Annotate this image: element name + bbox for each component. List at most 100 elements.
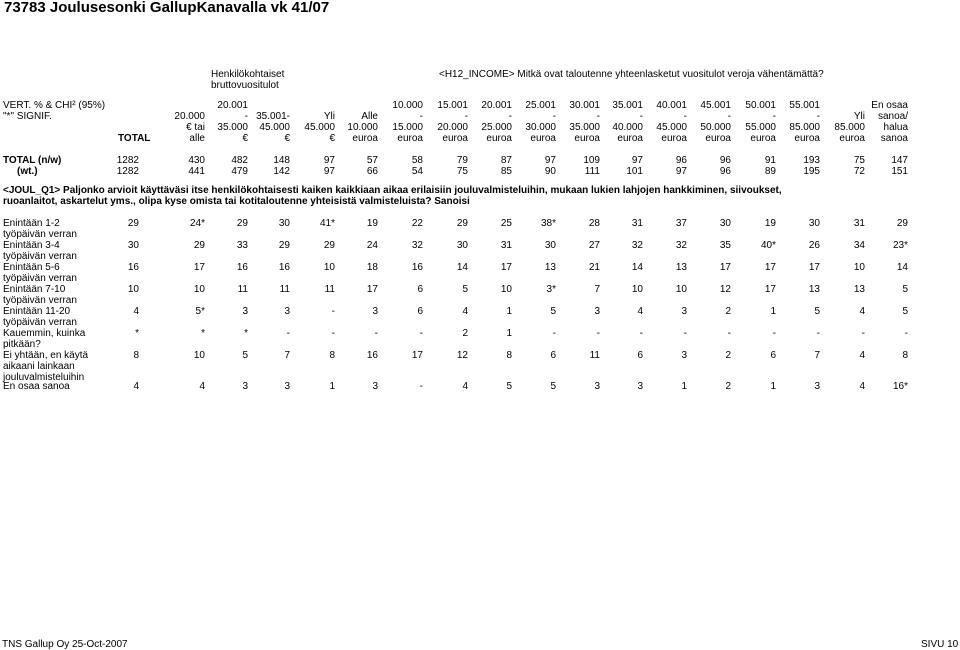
totals-cell: 66 (366, 166, 378, 177)
column-header-r3-c6: 15.000 (392, 122, 423, 133)
column-header-r2-c10: - (596, 111, 600, 122)
totals-cell: 441 (188, 166, 205, 177)
totals-cell: 54 (411, 166, 423, 177)
table-cell: 23* (892, 240, 908, 251)
table-cell: 5 (814, 306, 820, 317)
table-cell: 5 (550, 381, 556, 392)
table-cell: 37 (675, 218, 687, 229)
table-cell: 5 (902, 284, 908, 295)
totals-cell: 97 (544, 155, 556, 166)
footer-page-number: SIVU 10 (921, 639, 959, 650)
table-cell: 25 (500, 218, 512, 229)
totals-cell: 90 (544, 166, 556, 177)
table-cell: 29 (193, 240, 205, 251)
table-cell: - (639, 328, 643, 339)
page-title: 73783 Joulusesonki GallupKanavalla vk 41… (4, 0, 330, 16)
totals-cell: 111 (584, 166, 600, 177)
table-cell: 41* (319, 218, 335, 229)
question-line-2: ruoanlaitot, askartelut yms., olipa kyse… (3, 196, 470, 207)
question-line-1: <JOUL_Q1> Paljonko arvioit käyttäväsi it… (3, 185, 782, 196)
table-cell: 4 (859, 306, 865, 317)
column-header-r1-c2: 20.001 (217, 100, 248, 111)
table-cell: 31 (500, 240, 512, 251)
table-cell: 13 (544, 262, 556, 273)
table-cell: 34 (853, 240, 865, 251)
table-cell: 2 (462, 328, 468, 339)
table-cell: 10 (631, 284, 643, 295)
table-cell: 5 (462, 284, 468, 295)
table-cell: 7 (814, 350, 820, 361)
table-cell: 2 (725, 350, 731, 361)
column-header-r2-c9: - (552, 111, 556, 122)
totals-cell: 96 (719, 166, 731, 177)
table-cell: 29 (278, 240, 290, 251)
row-label-line: jouluvalmisteluihin (3, 372, 85, 383)
table-cell: 29 (456, 218, 468, 229)
totals-cell: 1282 (116, 166, 139, 177)
row-label: Enintään 3-4 työpäivän verran (3, 240, 77, 262)
table-cell: 3 (594, 381, 600, 392)
column-header-r4-c3: € (284, 133, 290, 144)
column-header-r2-c15: - (816, 111, 820, 122)
totals-cell: 101 (626, 166, 643, 177)
row-label: Enintään 5-6 työpäivän verran (3, 262, 77, 284)
column-header-r2-c6: - (419, 111, 423, 122)
totals-cell: 142 (273, 166, 290, 177)
table-cell: - (552, 328, 556, 339)
table-cell: 24 (366, 240, 378, 251)
table-cell: 11 (237, 284, 248, 295)
column-header-r3-c1: € tai (186, 122, 205, 133)
table-cell: 29 (127, 218, 139, 229)
table-cell: 30 (544, 240, 556, 251)
table-cell: 35 (719, 240, 731, 251)
row-label-line: työpäivän verran (3, 295, 77, 306)
column-header-r2-c5: Alle (361, 111, 378, 122)
row-label-line: Ei yhtään, en käytä (3, 350, 89, 361)
table-cell: 16 (411, 262, 423, 273)
column-header-r2-c2: - (244, 111, 248, 122)
totals-cell: 151 (891, 166, 908, 177)
table-cell: 3 (681, 350, 687, 361)
totals-cell: 97 (323, 155, 335, 166)
row-label-line: pitkään? (3, 339, 41, 350)
totals-cell: 91 (764, 155, 776, 166)
table-cell: 10 (323, 262, 335, 273)
table-cell: 16 (127, 262, 139, 273)
table-cell: 31 (853, 218, 865, 229)
table-cell: 6 (770, 350, 776, 361)
totals-cell: 97 (675, 166, 687, 177)
totals-cell: 75 (853, 155, 865, 166)
totals-cell: 87 (500, 155, 512, 166)
column-header-r2-c4: Yli (323, 111, 335, 122)
banner-income-line-2: bruttovuositulot (211, 80, 279, 91)
table-cell: * (135, 328, 139, 339)
table-cell: 6 (637, 350, 643, 361)
table-cell: 5 (242, 350, 248, 361)
column-header-r4-c10: euroa (574, 133, 600, 144)
column-header-r3-c10: 35.000 (569, 122, 600, 133)
column-header-r3-c5: 10.000 (347, 122, 378, 133)
column-header-r4-c8: euroa (486, 133, 512, 144)
table-cell: 17 (411, 350, 423, 361)
totals-label: (wt.) (17, 166, 38, 177)
column-header-r1-c15: 55.001 (789, 100, 820, 111)
table-cell: 33 (236, 240, 248, 251)
totals-cell: 147 (891, 155, 908, 166)
column-header-r3-c12: 45.000 (656, 122, 687, 133)
table-cell: 5 (506, 381, 512, 392)
table-cell: - (331, 328, 335, 339)
row-label: Enintään 11-20 työpäivän verran (3, 306, 77, 328)
table-cell: 30 (456, 240, 468, 251)
table-cell: 1 (681, 381, 687, 392)
table-cell: 3 (284, 306, 290, 317)
table-cell: 11 (324, 284, 335, 295)
column-header-r3-c15: 85.000 (789, 122, 820, 133)
table-cell: * (244, 328, 248, 339)
totals-cell: 1282 (116, 155, 139, 166)
column-header-r2-c13: - (727, 111, 731, 122)
totals-cell: 195 (803, 166, 820, 177)
table-cell: 30 (127, 240, 139, 251)
totals-cell: 57 (366, 155, 378, 166)
column-header-r1-c7: 15.001 (437, 100, 468, 111)
column-header-r2-c3: 35.001- (256, 111, 290, 122)
